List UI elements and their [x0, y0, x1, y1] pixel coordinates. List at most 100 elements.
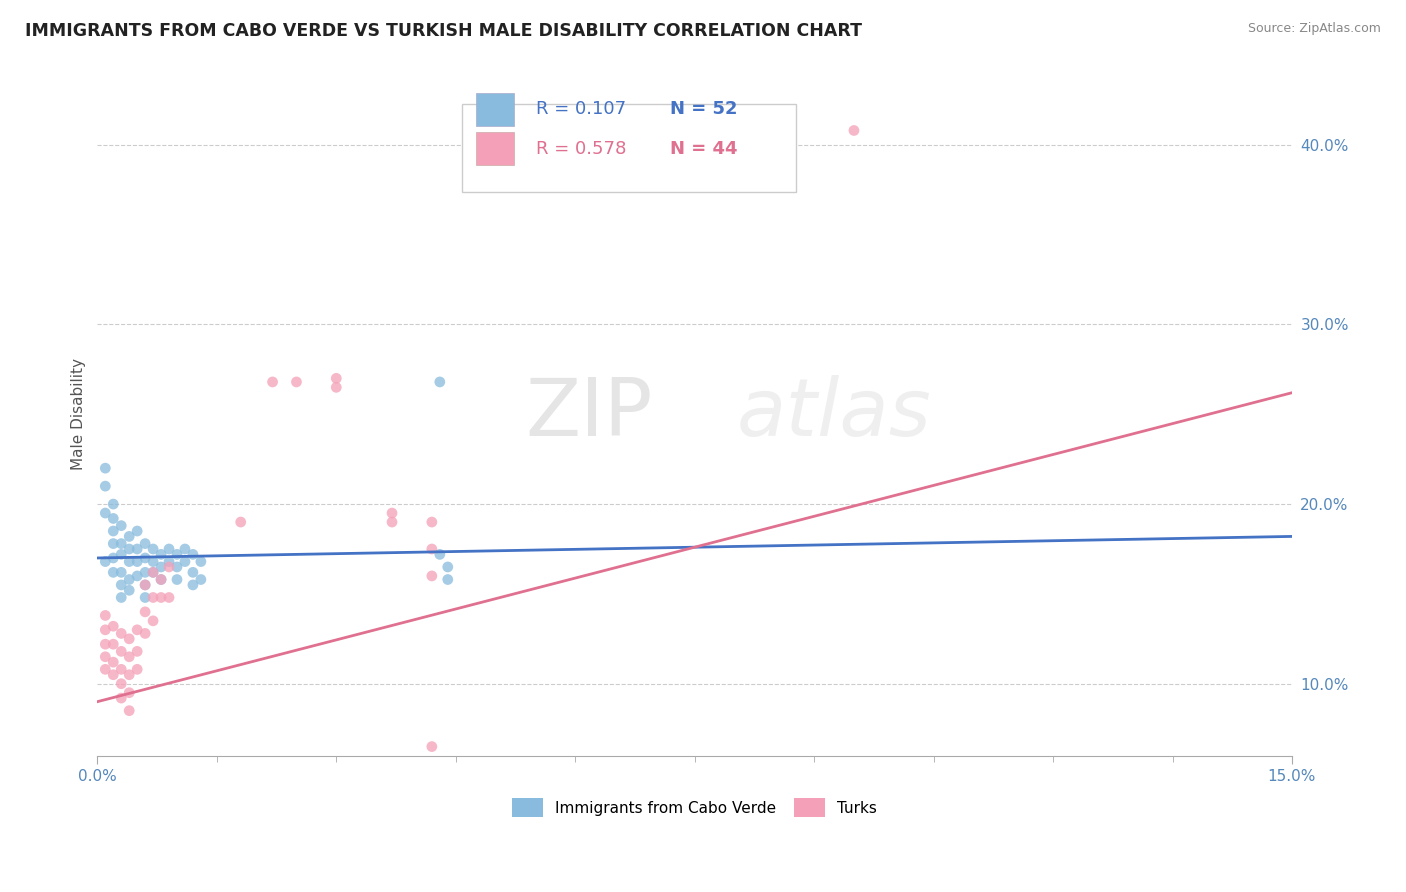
- Bar: [477, 132, 515, 165]
- Point: [134, 605, 156, 619]
- Point: [94, 649, 117, 664]
- Point: [142, 541, 165, 556]
- Point: [157, 560, 180, 574]
- Point: [94, 461, 117, 475]
- Point: [110, 676, 132, 690]
- Point: [381, 506, 404, 520]
- Point: [118, 555, 141, 569]
- Point: [150, 591, 173, 605]
- Point: [103, 497, 125, 511]
- Text: R = 0.107: R = 0.107: [536, 100, 626, 118]
- Point: [110, 691, 132, 706]
- Point: [181, 548, 204, 562]
- Point: [94, 608, 117, 623]
- Point: [142, 614, 165, 628]
- Point: [103, 524, 125, 538]
- Point: [436, 573, 458, 587]
- Point: [134, 591, 156, 605]
- Point: [142, 566, 165, 580]
- Point: [94, 555, 117, 569]
- Point: [110, 548, 132, 562]
- Point: [110, 662, 132, 676]
- Point: [174, 541, 197, 556]
- Point: [127, 623, 149, 637]
- Point: [110, 591, 132, 605]
- Point: [134, 578, 156, 592]
- Point: [110, 578, 132, 592]
- Point: [842, 123, 865, 137]
- Point: [142, 566, 165, 580]
- Point: [134, 626, 156, 640]
- FancyBboxPatch shape: [461, 103, 796, 193]
- Point: [94, 623, 117, 637]
- Point: [190, 573, 212, 587]
- Point: [181, 566, 204, 580]
- Point: [118, 704, 141, 718]
- Point: [181, 578, 204, 592]
- Point: [166, 548, 188, 562]
- Text: atlas: atlas: [737, 376, 931, 453]
- Point: [429, 375, 451, 389]
- Point: [118, 573, 141, 587]
- Text: N = 44: N = 44: [669, 140, 737, 158]
- Point: [118, 686, 141, 700]
- Point: [157, 591, 180, 605]
- Point: [157, 555, 180, 569]
- Point: [110, 518, 132, 533]
- Text: IMMIGRANTS FROM CABO VERDE VS TURKISH MALE DISABILITY CORRELATION CHART: IMMIGRANTS FROM CABO VERDE VS TURKISH MA…: [25, 22, 862, 40]
- Point: [103, 566, 125, 580]
- Point: [118, 649, 141, 664]
- Point: [166, 573, 188, 587]
- Point: [325, 380, 347, 394]
- Point: [118, 529, 141, 543]
- Point: [229, 515, 252, 529]
- Point: [420, 739, 443, 754]
- Point: [103, 637, 125, 651]
- Point: [190, 555, 212, 569]
- Point: [103, 536, 125, 550]
- Legend: Immigrants from Cabo Verde, Turks: Immigrants from Cabo Verde, Turks: [506, 792, 883, 823]
- Point: [127, 524, 149, 538]
- Point: [381, 515, 404, 529]
- Point: [142, 555, 165, 569]
- Point: [118, 583, 141, 598]
- Text: ZIP: ZIP: [526, 376, 652, 453]
- Point: [127, 555, 149, 569]
- Point: [103, 619, 125, 633]
- Point: [174, 555, 197, 569]
- Point: [94, 637, 117, 651]
- Point: [134, 566, 156, 580]
- Point: [150, 573, 173, 587]
- Point: [150, 573, 173, 587]
- Point: [118, 541, 141, 556]
- Point: [134, 578, 156, 592]
- Text: Source: ZipAtlas.com: Source: ZipAtlas.com: [1247, 22, 1381, 36]
- Point: [110, 566, 132, 580]
- Text: N = 52: N = 52: [669, 100, 737, 118]
- Point: [420, 515, 443, 529]
- Point: [110, 626, 132, 640]
- Point: [157, 541, 180, 556]
- Point: [436, 560, 458, 574]
- Point: [94, 662, 117, 676]
- Point: [127, 569, 149, 583]
- Point: [127, 662, 149, 676]
- Point: [103, 655, 125, 669]
- Point: [134, 536, 156, 550]
- Point: [127, 644, 149, 658]
- Point: [110, 536, 132, 550]
- Y-axis label: Male Disability: Male Disability: [72, 359, 86, 470]
- Point: [94, 506, 117, 520]
- Point: [103, 667, 125, 681]
- Point: [166, 560, 188, 574]
- Point: [420, 541, 443, 556]
- Point: [429, 548, 451, 562]
- Point: [110, 644, 132, 658]
- Text: R = 0.578: R = 0.578: [536, 140, 626, 158]
- Point: [94, 479, 117, 493]
- Point: [103, 551, 125, 566]
- Point: [134, 551, 156, 566]
- Point: [325, 371, 347, 385]
- Point: [150, 548, 173, 562]
- Point: [118, 632, 141, 646]
